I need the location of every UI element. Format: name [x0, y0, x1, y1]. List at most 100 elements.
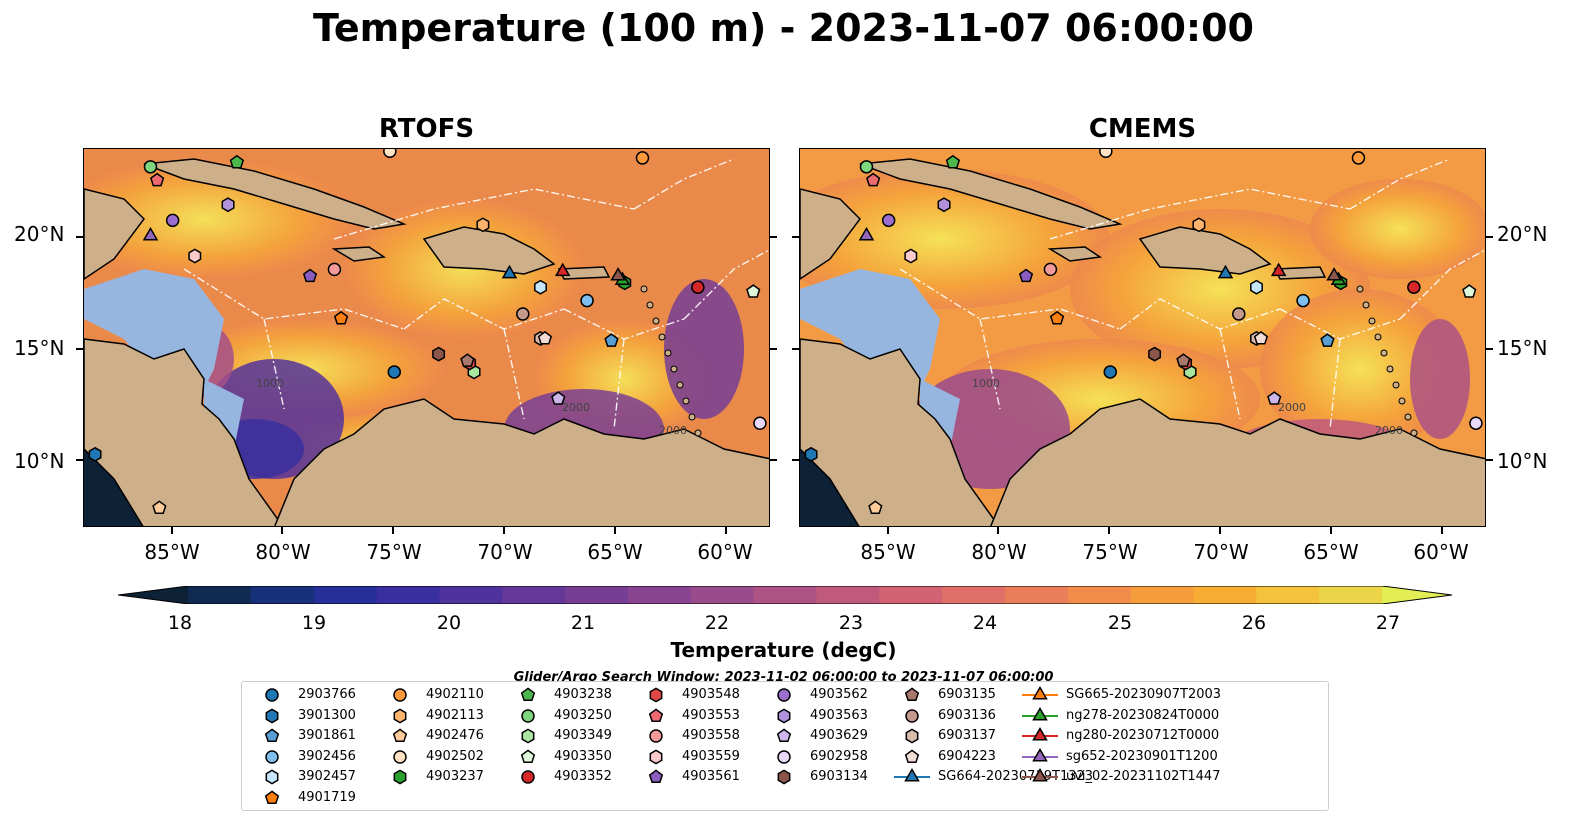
observation-marker — [1267, 391, 1282, 405]
observation-marker — [501, 264, 518, 279]
axis-tick — [1329, 527, 1332, 534]
observation-marker — [302, 268, 318, 283]
observation-marker — [1018, 268, 1034, 283]
x-tick-label: 85°W — [860, 540, 916, 564]
legend-label: 3902457 — [298, 769, 356, 785]
legend-label: 3901300 — [298, 707, 356, 723]
legend-marker — [520, 687, 536, 702]
legend-label: 2903766 — [298, 687, 356, 702]
contour-label: 2000 — [1375, 424, 1403, 437]
legend-marker — [1032, 686, 1048, 700]
axis-tick — [792, 459, 799, 462]
legend-marker — [905, 728, 919, 744]
x-tick-label: 80°W — [255, 540, 311, 564]
legend-label: 4903350 — [554, 748, 612, 764]
contour-label: 2000 — [1278, 401, 1306, 414]
x-tick-label: 65°W — [587, 540, 643, 564]
colorbar-tick-label: 21 — [570, 612, 596, 634]
observation-marker — [1250, 279, 1263, 295]
colorbar-tick-label: 19 — [301, 612, 327, 634]
legend-label: 4903559 — [682, 748, 740, 764]
legend-marker — [777, 750, 791, 764]
observation-marker — [1462, 284, 1477, 298]
legend-label: 4903237 — [426, 769, 484, 785]
y-tick-label: 10°N — [14, 449, 65, 473]
legend-marker — [649, 729, 663, 743]
axis-tick — [76, 459, 83, 462]
legend-label: 4903558 — [682, 728, 740, 744]
observation-marker — [143, 160, 158, 174]
temperature-field: 1000 2000 2000 — [800, 149, 1485, 526]
legend-marker — [648, 708, 664, 722]
legend-label: uvi_02-20231102T1447 — [1066, 769, 1221, 785]
observation-marker — [333, 310, 349, 325]
legend-label: 4903562 — [810, 687, 868, 702]
legend-label: 4903238 — [554, 687, 612, 702]
observation-marker — [229, 154, 245, 169]
axis-tick — [1219, 527, 1222, 534]
observation-marker — [165, 213, 180, 228]
observation-marker — [534, 279, 547, 295]
legend-marker — [1032, 706, 1048, 721]
observation-marker — [753, 416, 767, 430]
axis-tick — [724, 527, 727, 534]
colorbar-tick-label: 24 — [972, 612, 998, 634]
colorbar-tick-label: 20 — [436, 612, 462, 634]
observation-marker — [1320, 333, 1335, 347]
legend: 2903766 3901300 3901861 3902456 3902457 49017… — [241, 681, 1329, 811]
axis-tick — [792, 236, 799, 239]
legend-label: SG665-20230907T2003 — [1066, 687, 1222, 702]
observation-marker — [580, 293, 594, 308]
legend-marker — [393, 708, 407, 724]
legend-marker — [265, 708, 279, 724]
legend-marker — [1032, 747, 1048, 762]
legend-label: sg652-20230901T1200 — [1066, 748, 1218, 764]
y-tick-label: 15°N — [14, 336, 65, 360]
legend-label: 6902958 — [810, 748, 868, 764]
legend-marker — [393, 750, 407, 764]
observation-marker — [937, 197, 951, 213]
observation-marker — [945, 154, 961, 169]
x-tick-label: 75°W — [1082, 540, 1138, 564]
legend-label: 4903250 — [554, 707, 612, 723]
x-tick-label: 65°W — [1303, 540, 1359, 564]
legend-label: 4901719 — [298, 790, 356, 805]
observation-marker — [868, 500, 883, 515]
colorbar-tick-label: 27 — [1375, 612, 1401, 634]
observation-marker — [635, 151, 650, 165]
legend-marker — [265, 769, 279, 785]
observation-marker — [516, 307, 530, 321]
legend-label: 3901861 — [298, 728, 356, 744]
y-tick-label: 10°N — [1497, 449, 1548, 473]
legend-marker — [521, 770, 535, 785]
legend-label: 6903137 — [938, 728, 996, 744]
observation-marker — [554, 262, 571, 277]
observation-marker — [432, 346, 446, 362]
axis-tick — [76, 236, 83, 239]
observation-marker — [1469, 416, 1483, 430]
legend-label: ng280-20230712T0000 — [1066, 728, 1220, 744]
x-tick-label: 85°W — [144, 540, 200, 564]
observation-marker — [610, 267, 626, 281]
observation-marker — [691, 280, 705, 294]
legend-marker — [777, 769, 791, 785]
panel-title-cmems: CMEMS — [1088, 114, 1197, 144]
legend-label: 6903135 — [938, 687, 996, 702]
contour-label: 1000 — [972, 377, 1000, 390]
y-tick-label: 15°N — [1497, 336, 1548, 360]
observation-marker — [152, 500, 167, 515]
observation-marker — [904, 248, 918, 264]
legend-label: 4902113 — [426, 707, 484, 723]
x-tick-label: 60°W — [697, 540, 753, 564]
observation-marker — [150, 172, 165, 187]
axis-tick — [1486, 236, 1493, 239]
contour-label: 2000 — [659, 424, 687, 437]
legend-marker — [1032, 727, 1048, 741]
legend-marker — [393, 688, 407, 702]
legend-label: 4902476 — [426, 728, 484, 744]
axis-tick — [792, 347, 799, 350]
axis-tick — [170, 527, 173, 534]
legend-label: 3902456 — [298, 748, 356, 764]
observation-marker — [460, 353, 475, 367]
x-tick-label: 60°W — [1413, 540, 1469, 564]
